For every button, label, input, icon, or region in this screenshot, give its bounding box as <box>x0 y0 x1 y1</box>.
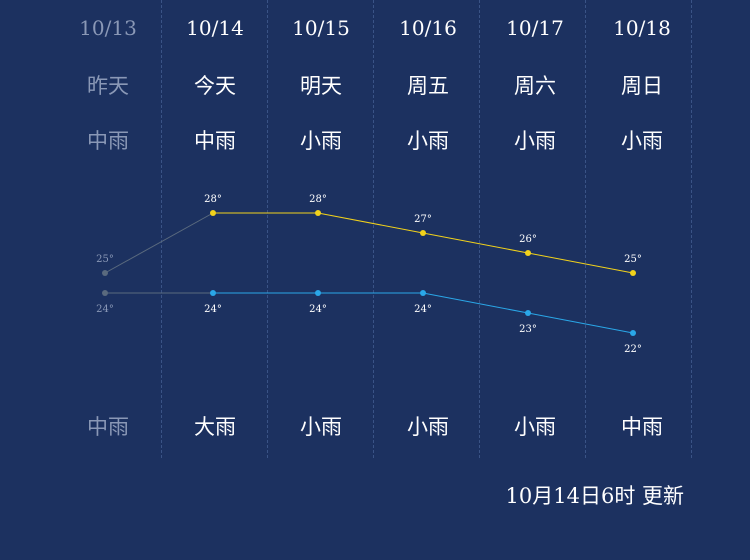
low-temp-point <box>210 290 216 296</box>
forecast-day: 今天 <box>194 74 236 98</box>
high-temp-label: 25° <box>624 254 642 265</box>
low-temp-label: 24° <box>204 304 222 315</box>
high-temp-point <box>630 270 636 276</box>
high-temp-point <box>315 210 321 216</box>
low-temp-label: 23° <box>519 324 537 335</box>
forecast-weather-night: 小雨 <box>407 415 449 439</box>
high-temp-line-segment <box>527 252 634 274</box>
column-divider <box>479 0 480 458</box>
forecast-column-tomorrow: 10/15 明天 小雨 小雨 <box>268 0 374 460</box>
high-temp-point <box>102 270 108 276</box>
high-temp-label: 25° <box>96 254 114 265</box>
forecast-date: 10/14 <box>186 16 244 40</box>
forecast-day: 周六 <box>514 74 556 98</box>
low-temp-point <box>102 290 108 296</box>
low-temp-point <box>525 310 531 316</box>
high-temp-label: 28° <box>204 194 222 205</box>
forecast-weather-day: 小雨 <box>407 129 449 153</box>
forecast-date: 10/17 <box>506 16 564 40</box>
low-temp-line-segment <box>527 312 634 334</box>
forecast-weather-night: 中雨 <box>87 415 129 439</box>
high-temp-point <box>210 210 216 216</box>
forecast-date: 10/13 <box>79 16 137 40</box>
forecast-date: 10/18 <box>613 16 671 40</box>
column-divider <box>373 0 374 458</box>
high-temp-line-segment <box>422 232 529 254</box>
forecast-weather-night: 中雨 <box>621 415 663 439</box>
forecast-day: 明天 <box>300 74 342 98</box>
column-divider <box>161 0 162 458</box>
forecast-date: 10/16 <box>399 16 457 40</box>
high-temp-label: 27° <box>414 214 432 225</box>
forecast-column-friday: 10/16 周五 小雨 小雨 <box>375 0 481 460</box>
column-divider <box>267 0 268 458</box>
forecast-column-yesterday: 10/13 昨天 中雨 中雨 <box>55 0 161 460</box>
forecast-weather-day: 小雨 <box>514 129 556 153</box>
high-temp-label: 26° <box>519 234 537 245</box>
forecast-weather-day: 小雨 <box>621 129 663 153</box>
forecast-weather-day: 中雨 <box>87 129 129 153</box>
high-temp-point <box>525 250 531 256</box>
high-temp-line-segment <box>317 212 424 234</box>
high-temp-label: 28° <box>309 194 327 205</box>
forecast-weather-night: 大雨 <box>194 415 236 439</box>
low-temp-label: 22° <box>624 344 642 355</box>
low-temp-point <box>315 290 321 296</box>
temperature-trend-chart: 25° 24° 28° 24° 28° 24° 27° 24° 26° 23° 25° 22° <box>96 194 642 355</box>
low-temp-point <box>420 290 426 296</box>
low-temp-line-segment <box>422 292 529 314</box>
forecast-day: 周五 <box>407 74 449 98</box>
forecast-date: 10/15 <box>292 16 350 40</box>
forecast-weather-night: 小雨 <box>300 415 342 439</box>
low-temp-label: 24° <box>309 304 327 315</box>
forecast-column-saturday: 10/17 周六 小雨 小雨 <box>482 0 588 460</box>
forecast-weather-night: 小雨 <box>514 415 556 439</box>
forecast-day: 昨天 <box>87 74 129 98</box>
forecast-column-today: 10/14 今天 中雨 大雨 <box>162 0 268 460</box>
low-temp-label: 24° <box>96 304 114 315</box>
forecast-day: 周日 <box>621 74 663 98</box>
high-temp-point <box>420 230 426 236</box>
low-temp-point <box>630 330 636 336</box>
forecast-weather-day: 中雨 <box>194 129 236 153</box>
high-temp-line-segment <box>104 212 214 274</box>
forecast-column-sunday: 10/18 周日 小雨 中雨 <box>589 0 695 460</box>
column-divider <box>585 0 586 458</box>
forecast-weather-day: 小雨 <box>300 129 342 153</box>
column-divider <box>691 0 692 458</box>
update-time: 10月14日6时 更新 <box>505 484 684 508</box>
low-temp-label: 24° <box>414 304 432 315</box>
